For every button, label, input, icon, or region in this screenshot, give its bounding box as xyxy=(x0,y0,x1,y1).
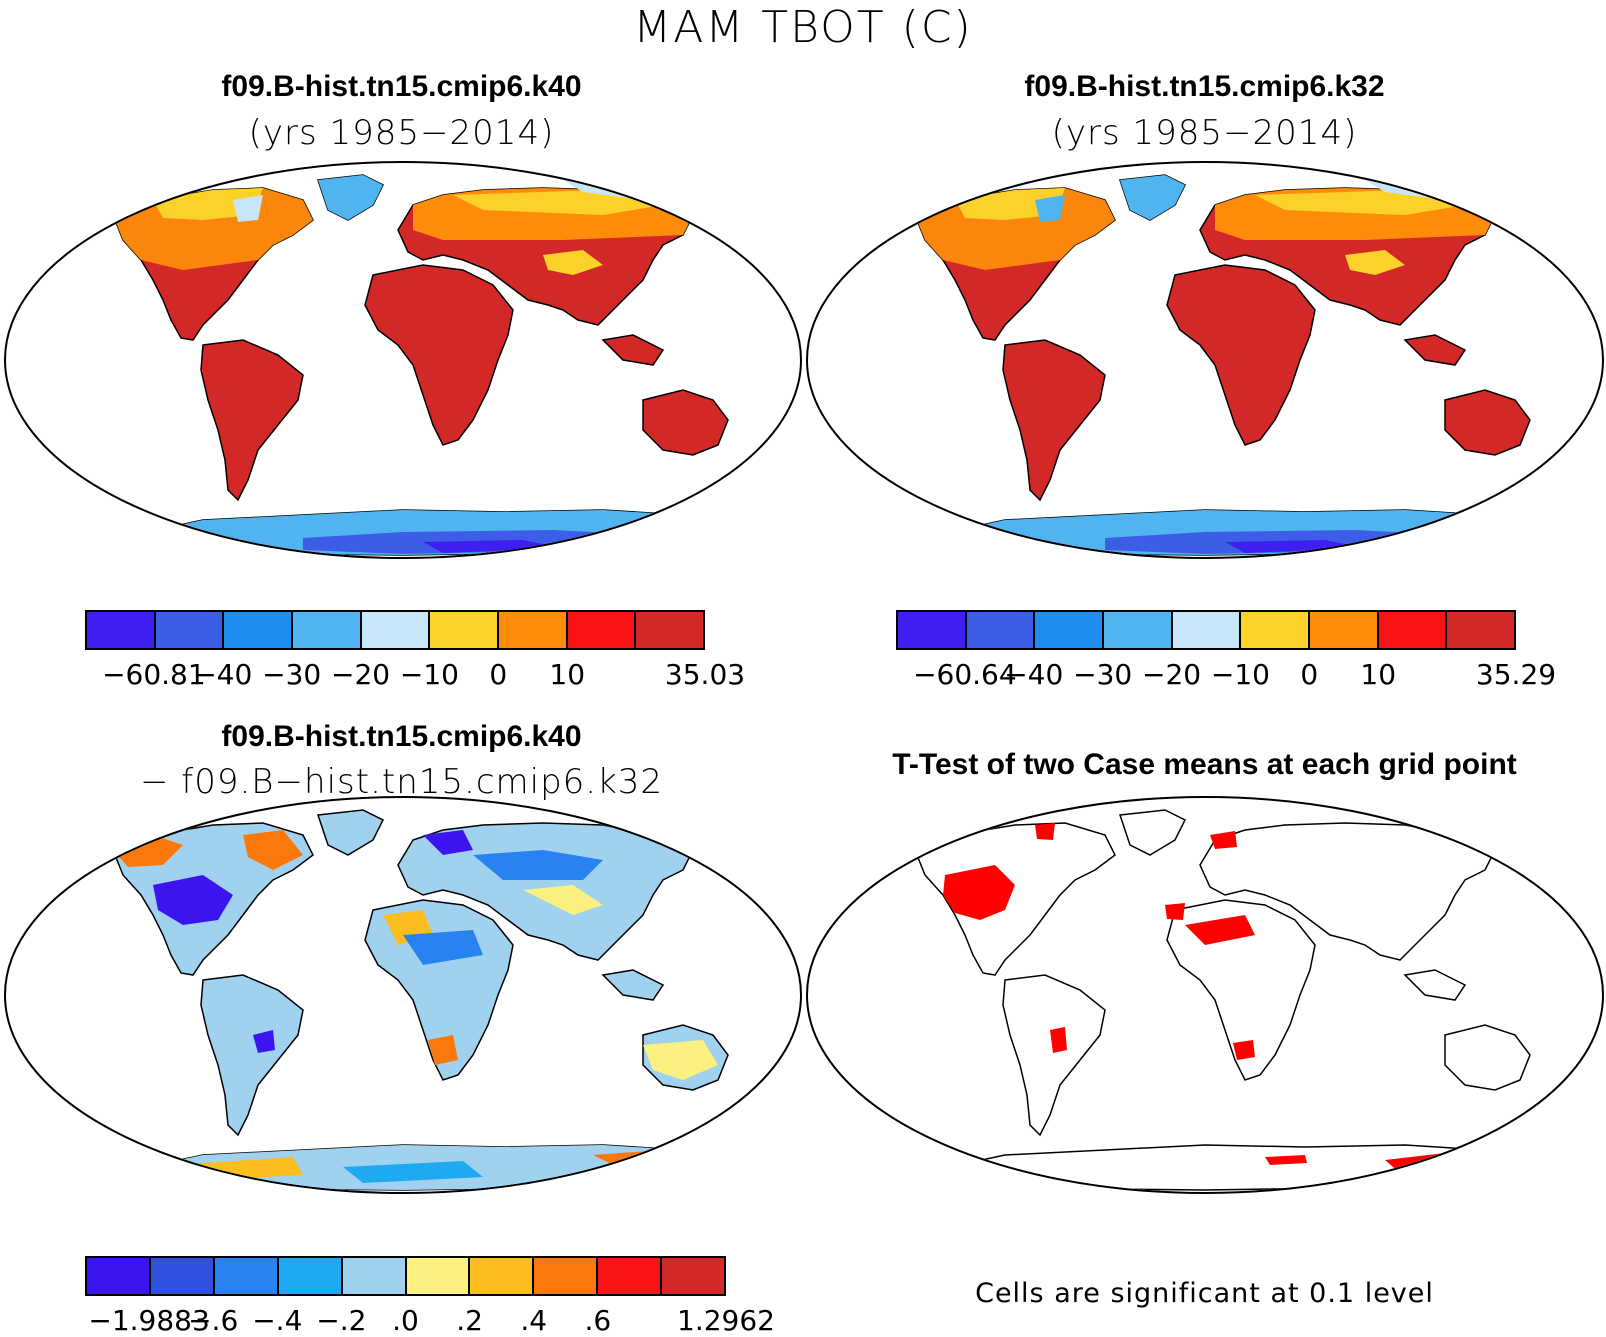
colorbar-swatch xyxy=(406,1258,471,1294)
panel-title-top-right: f09.B-hist.tn15.cmip6.k32 xyxy=(1024,70,1385,103)
colorbar-swatch xyxy=(636,612,704,648)
significance-footnote: Cells are significant at 0.1 level xyxy=(975,1278,1434,1309)
colorbar-swatch xyxy=(150,1258,215,1294)
colorbar-swatch xyxy=(1172,612,1242,648)
colorbar-swatch xyxy=(1378,612,1448,648)
colorbar-label: −10 xyxy=(399,658,459,691)
colorbar-label: 1.2962 xyxy=(677,1304,775,1337)
colorbar-swatch xyxy=(342,1258,407,1294)
colorbar-swatch xyxy=(1241,612,1311,648)
colorbar-swatch xyxy=(293,612,362,648)
map-bottom-right xyxy=(806,796,1604,1194)
colorbar-swatch xyxy=(662,1258,725,1294)
colorbar-label: .4 xyxy=(520,1304,548,1337)
map-top-left xyxy=(4,161,802,559)
panel-title-bottom-right: T-Test of two Case means at each grid po… xyxy=(892,748,1517,781)
colorbar-swatch xyxy=(499,612,568,648)
colorbar-label: −60.64 xyxy=(913,658,1017,691)
colorbar-swatch xyxy=(1447,612,1515,648)
colorbar-swatch xyxy=(214,1258,279,1294)
colorbar-swatch xyxy=(598,1258,663,1294)
colorbar-label: 0 xyxy=(1300,658,1319,691)
colorbar-swatch xyxy=(534,1258,599,1294)
colorbar-label: −.2 xyxy=(316,1304,367,1337)
colorbar-swatch xyxy=(87,612,156,648)
colorbar-label: 0 xyxy=(489,658,508,691)
colorbar-bottom-left xyxy=(85,1256,726,1296)
colorbar-swatch xyxy=(966,612,1036,648)
colorbar-label: −.4 xyxy=(252,1304,303,1337)
colorbar-top-right xyxy=(896,610,1516,650)
panel-subtitle-top-right: (yrs 1985−2014) xyxy=(1051,113,1358,153)
colorbar-label: .0 xyxy=(392,1304,419,1337)
colorbar-swatch xyxy=(470,1258,535,1294)
colorbar-label: −30 xyxy=(1073,658,1133,691)
colorbar-swatch xyxy=(224,612,294,648)
colorbar-label: −40 xyxy=(1004,658,1064,691)
colorbar-label: −30 xyxy=(262,658,322,691)
panel-title-top-left: f09.B-hist.tn15.cmip6.k40 xyxy=(221,70,582,103)
map-top-right xyxy=(806,161,1604,559)
colorbar-swatch xyxy=(567,612,637,648)
colorbar-swatch xyxy=(1104,612,1173,648)
colorbar-swatch xyxy=(1035,612,1105,648)
colorbar-label: 35.29 xyxy=(1475,658,1557,691)
colorbar-label: −40 xyxy=(193,658,253,691)
panel-subtitle-top-left: (yrs 1985−2014) xyxy=(248,113,555,153)
colorbar-swatch xyxy=(278,1258,343,1294)
colorbar-swatch xyxy=(1310,612,1379,648)
significant-cells xyxy=(943,823,1455,1173)
colorbar-label: −20 xyxy=(1142,658,1202,691)
colorbar-label: 10 xyxy=(549,658,586,691)
colorbar-swatch xyxy=(361,612,431,648)
colorbar-label: 35.03 xyxy=(664,658,746,691)
colorbar-label: −.6 xyxy=(188,1304,239,1337)
panel-title-bottom-left: f09.B-hist.tn15.cmip6.k40 xyxy=(221,720,582,753)
main-title: MAM TBOT (C) xyxy=(633,2,973,53)
colorbar-swatch xyxy=(155,612,225,648)
colorbar-label: 10 xyxy=(1360,658,1397,691)
colorbar-label: −10 xyxy=(1210,658,1270,691)
colorbar-label: .2 xyxy=(456,1304,483,1337)
colorbar-swatch xyxy=(87,1258,151,1294)
colorbar-swatch xyxy=(898,612,967,648)
map-bottom-left xyxy=(4,796,802,1194)
panel-subtitle-bottom-left: − f09.B−hist.tn15.cmip6.k32 xyxy=(139,762,664,802)
colorbar-label: .6 xyxy=(584,1304,612,1337)
colorbar-swatch xyxy=(430,612,500,648)
colorbar-top-left xyxy=(85,610,705,650)
colorbar-label: −60.81 xyxy=(102,658,206,691)
colorbar-label: −20 xyxy=(331,658,391,691)
